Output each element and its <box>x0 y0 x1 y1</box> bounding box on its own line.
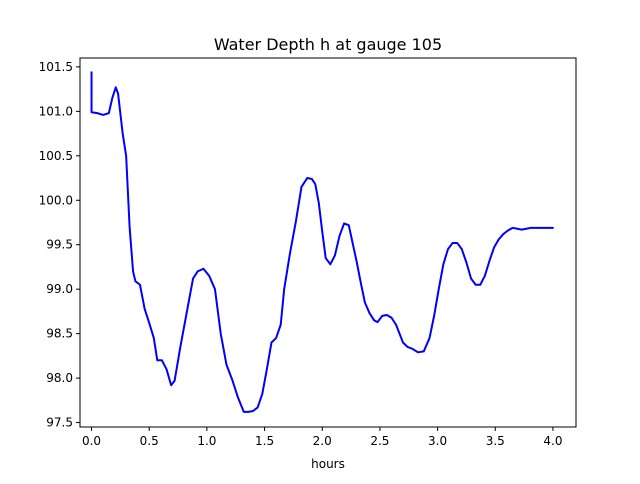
y-tick-label: 101.5 <box>39 60 73 74</box>
y-tick-label: 98.0 <box>46 371 73 385</box>
y-tick-label: 100.5 <box>39 149 73 163</box>
y-tick-label: 97.5 <box>46 416 73 430</box>
x-tick-label: 1.5 <box>255 434 274 448</box>
x-axis-label: hours <box>311 457 345 471</box>
chart-title: Water Depth h at gauge 105 <box>214 35 442 54</box>
y-tick-label: 100.0 <box>39 193 73 207</box>
y-tick-label: 99.0 <box>46 282 73 296</box>
x-tick-label: 2.0 <box>313 434 332 448</box>
x-tick-label: 0.0 <box>82 434 101 448</box>
water-depth-series-line <box>90 71 554 413</box>
plot-area-frame <box>79 57 577 428</box>
x-tick-label: 3.5 <box>486 434 505 448</box>
x-axis-ticks: 0.0 0.5 1.0 1.5 2.0 2.5 3.0 3.5 4.0 <box>82 427 562 448</box>
x-tick-label: 0.5 <box>140 434 159 448</box>
x-tick-label: 3.0 <box>428 434 447 448</box>
x-tick-label: 4.0 <box>543 434 562 448</box>
x-tick-label: 1.0 <box>197 434 216 448</box>
y-axis-ticks: 97.5 98.0 98.5 99.0 99.5 100.0 100.5 101.0 101.5 <box>39 60 80 430</box>
y-tick-label: 101.0 <box>39 104 73 118</box>
x-tick-label: 2.5 <box>370 434 389 448</box>
y-tick-label: 99.5 <box>46 238 73 252</box>
y-tick-label: 98.5 <box>46 327 73 341</box>
